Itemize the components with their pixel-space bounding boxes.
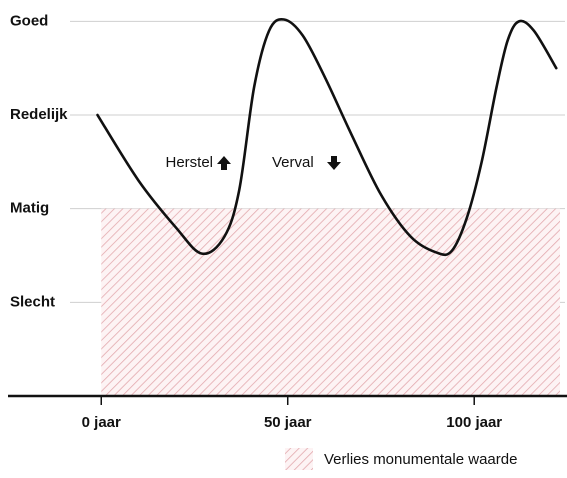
x-tick-label: 100 jaar — [446, 414, 502, 431]
y-tick-label: Matig — [10, 200, 49, 217]
line — [96, 17, 558, 257]
y-tick-label: Redelijk — [10, 106, 68, 123]
legend-label: Verlies monumentale waarde — [324, 451, 517, 468]
arrow-up — [217, 156, 231, 170]
y-tick-label: Goed — [10, 12, 48, 29]
x-tick-label: 50 jaar — [264, 414, 312, 431]
y-tick-label: Slecht — [10, 293, 55, 310]
legend-swatch — [285, 448, 313, 470]
annotation: Herstel — [165, 154, 213, 171]
arrow-down — [327, 156, 341, 170]
shaded-region — [101, 208, 561, 396]
x-tick-label: 0 jaar — [82, 414, 121, 431]
annotation: Verval — [272, 154, 314, 171]
